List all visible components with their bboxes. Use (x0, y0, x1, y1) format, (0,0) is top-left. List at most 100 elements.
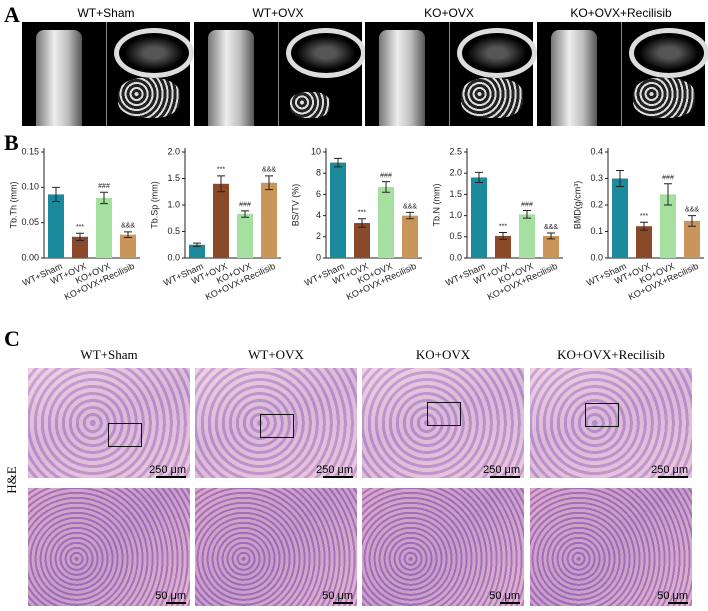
significance-label: &&& (685, 206, 699, 213)
y-tick-label: 1.0 (449, 210, 462, 220)
error-bar (616, 170, 624, 187)
trabecular-render (461, 78, 523, 118)
micro-ct-divider (278, 22, 279, 126)
cross-section (286, 28, 366, 78)
cross-section (629, 28, 708, 78)
scale-bar-label: 50 μm (657, 590, 688, 602)
zoom-box (585, 403, 619, 427)
scale-bar (658, 476, 688, 478)
y-tick-label: 2.5 (449, 146, 462, 156)
y-axis-label: Tb.Th (mm) (8, 182, 18, 229)
y-tick-label: 0.10 (21, 182, 39, 192)
significance-label: &&& (403, 203, 417, 210)
error-bar (193, 242, 201, 247)
stain-label: H&E (4, 466, 19, 494)
scale-bar (668, 602, 688, 604)
micro-ct-divider (621, 22, 622, 126)
y-tick-label: 0.5 (167, 226, 180, 236)
trabecular-render (118, 78, 180, 118)
y-tick-label: 0.0 (449, 252, 462, 262)
column-title: KO+OVX+Recilisib (570, 6, 672, 20)
bar (237, 214, 253, 258)
bone-render (379, 30, 425, 126)
error-bar (358, 218, 366, 228)
scale-bar-label: 250 μm (149, 464, 186, 476)
y-axis-label: Tb.N (mm) (431, 184, 441, 227)
zoom-box (108, 423, 142, 447)
y-axis-label: Tb.Sp (mm) (149, 181, 159, 229)
scale-bar (323, 476, 353, 478)
histology-high (195, 488, 357, 606)
column-title: KO+OVX (424, 6, 474, 20)
scale-bar (156, 476, 186, 478)
bar (543, 235, 559, 258)
bar (684, 220, 700, 258)
bar (354, 223, 370, 258)
bar (189, 244, 205, 258)
cross-section (457, 28, 537, 78)
panel-label: B (4, 130, 19, 155)
significance-label: *** (640, 213, 648, 220)
error-bar (499, 232, 507, 240)
column-title: WT+OVX (248, 347, 304, 362)
error-bar (52, 186, 60, 202)
histology-high (28, 488, 190, 606)
significance-label: &&& (262, 167, 276, 174)
bar (261, 182, 277, 258)
bar (636, 226, 652, 258)
y-tick-label: 2.0 (449, 168, 462, 178)
histology-high (362, 488, 524, 606)
column-title: WT+OVX (252, 6, 304, 20)
error-bar (76, 232, 84, 241)
significance-label: ### (521, 201, 533, 208)
bar (519, 214, 535, 258)
significance-label: *** (76, 224, 84, 231)
error-bar (688, 215, 696, 227)
zoom-box (427, 402, 461, 426)
column-title: WT+Sham (80, 347, 138, 362)
bone-render (208, 30, 254, 126)
y-tick-label: 8 (316, 168, 321, 178)
y-tick-label: 0.2 (590, 199, 603, 209)
bar (495, 235, 511, 258)
histology-high (530, 488, 692, 606)
bar (120, 234, 136, 258)
significance-label: &&& (121, 223, 135, 230)
column-title: WT+Sham (77, 6, 135, 20)
error-bar (217, 175, 225, 193)
y-tick-label: 0.05 (21, 217, 39, 227)
y-tick-label: 4 (316, 210, 321, 220)
error-bar (265, 175, 273, 191)
error-bar (382, 181, 390, 193)
error-bar (640, 221, 648, 231)
y-tick-label: 1.5 (167, 173, 180, 183)
y-tick-label: 1.5 (449, 189, 462, 199)
bar (96, 197, 112, 258)
y-tick-label: 0.00 (21, 252, 39, 262)
zoom-box (260, 414, 294, 438)
scale-bar-label: 50 μm (155, 590, 186, 602)
scale-bar (333, 602, 353, 604)
significance-label: ### (239, 202, 251, 209)
error-bar (523, 210, 531, 219)
scale-bar (490, 476, 520, 478)
error-bar (664, 183, 672, 206)
micro-ct-divider (449, 22, 450, 126)
y-axis-label: BS/TV (%) (290, 184, 300, 227)
y-tick-label: 6 (316, 189, 321, 199)
bar (330, 162, 346, 258)
scale-bar-label: 250 μm (483, 464, 520, 476)
trabecular-render (633, 78, 695, 118)
histology-low (530, 368, 692, 478)
bar (48, 194, 64, 258)
significance-label: ### (662, 175, 674, 182)
y-tick-label: 1.0 (167, 199, 180, 209)
column-title: KO+OVX (415, 347, 471, 362)
bar-charts: Tb.Th (mm)0.000.050.100.15WT+Sham***WT+O… (8, 146, 704, 302)
bar (402, 215, 418, 258)
bone-render (36, 30, 82, 126)
significance-label: ### (380, 173, 392, 180)
y-tick-label: 0.3 (590, 173, 603, 183)
y-tick-label: 2 (316, 231, 321, 241)
significance-label: *** (358, 210, 366, 217)
